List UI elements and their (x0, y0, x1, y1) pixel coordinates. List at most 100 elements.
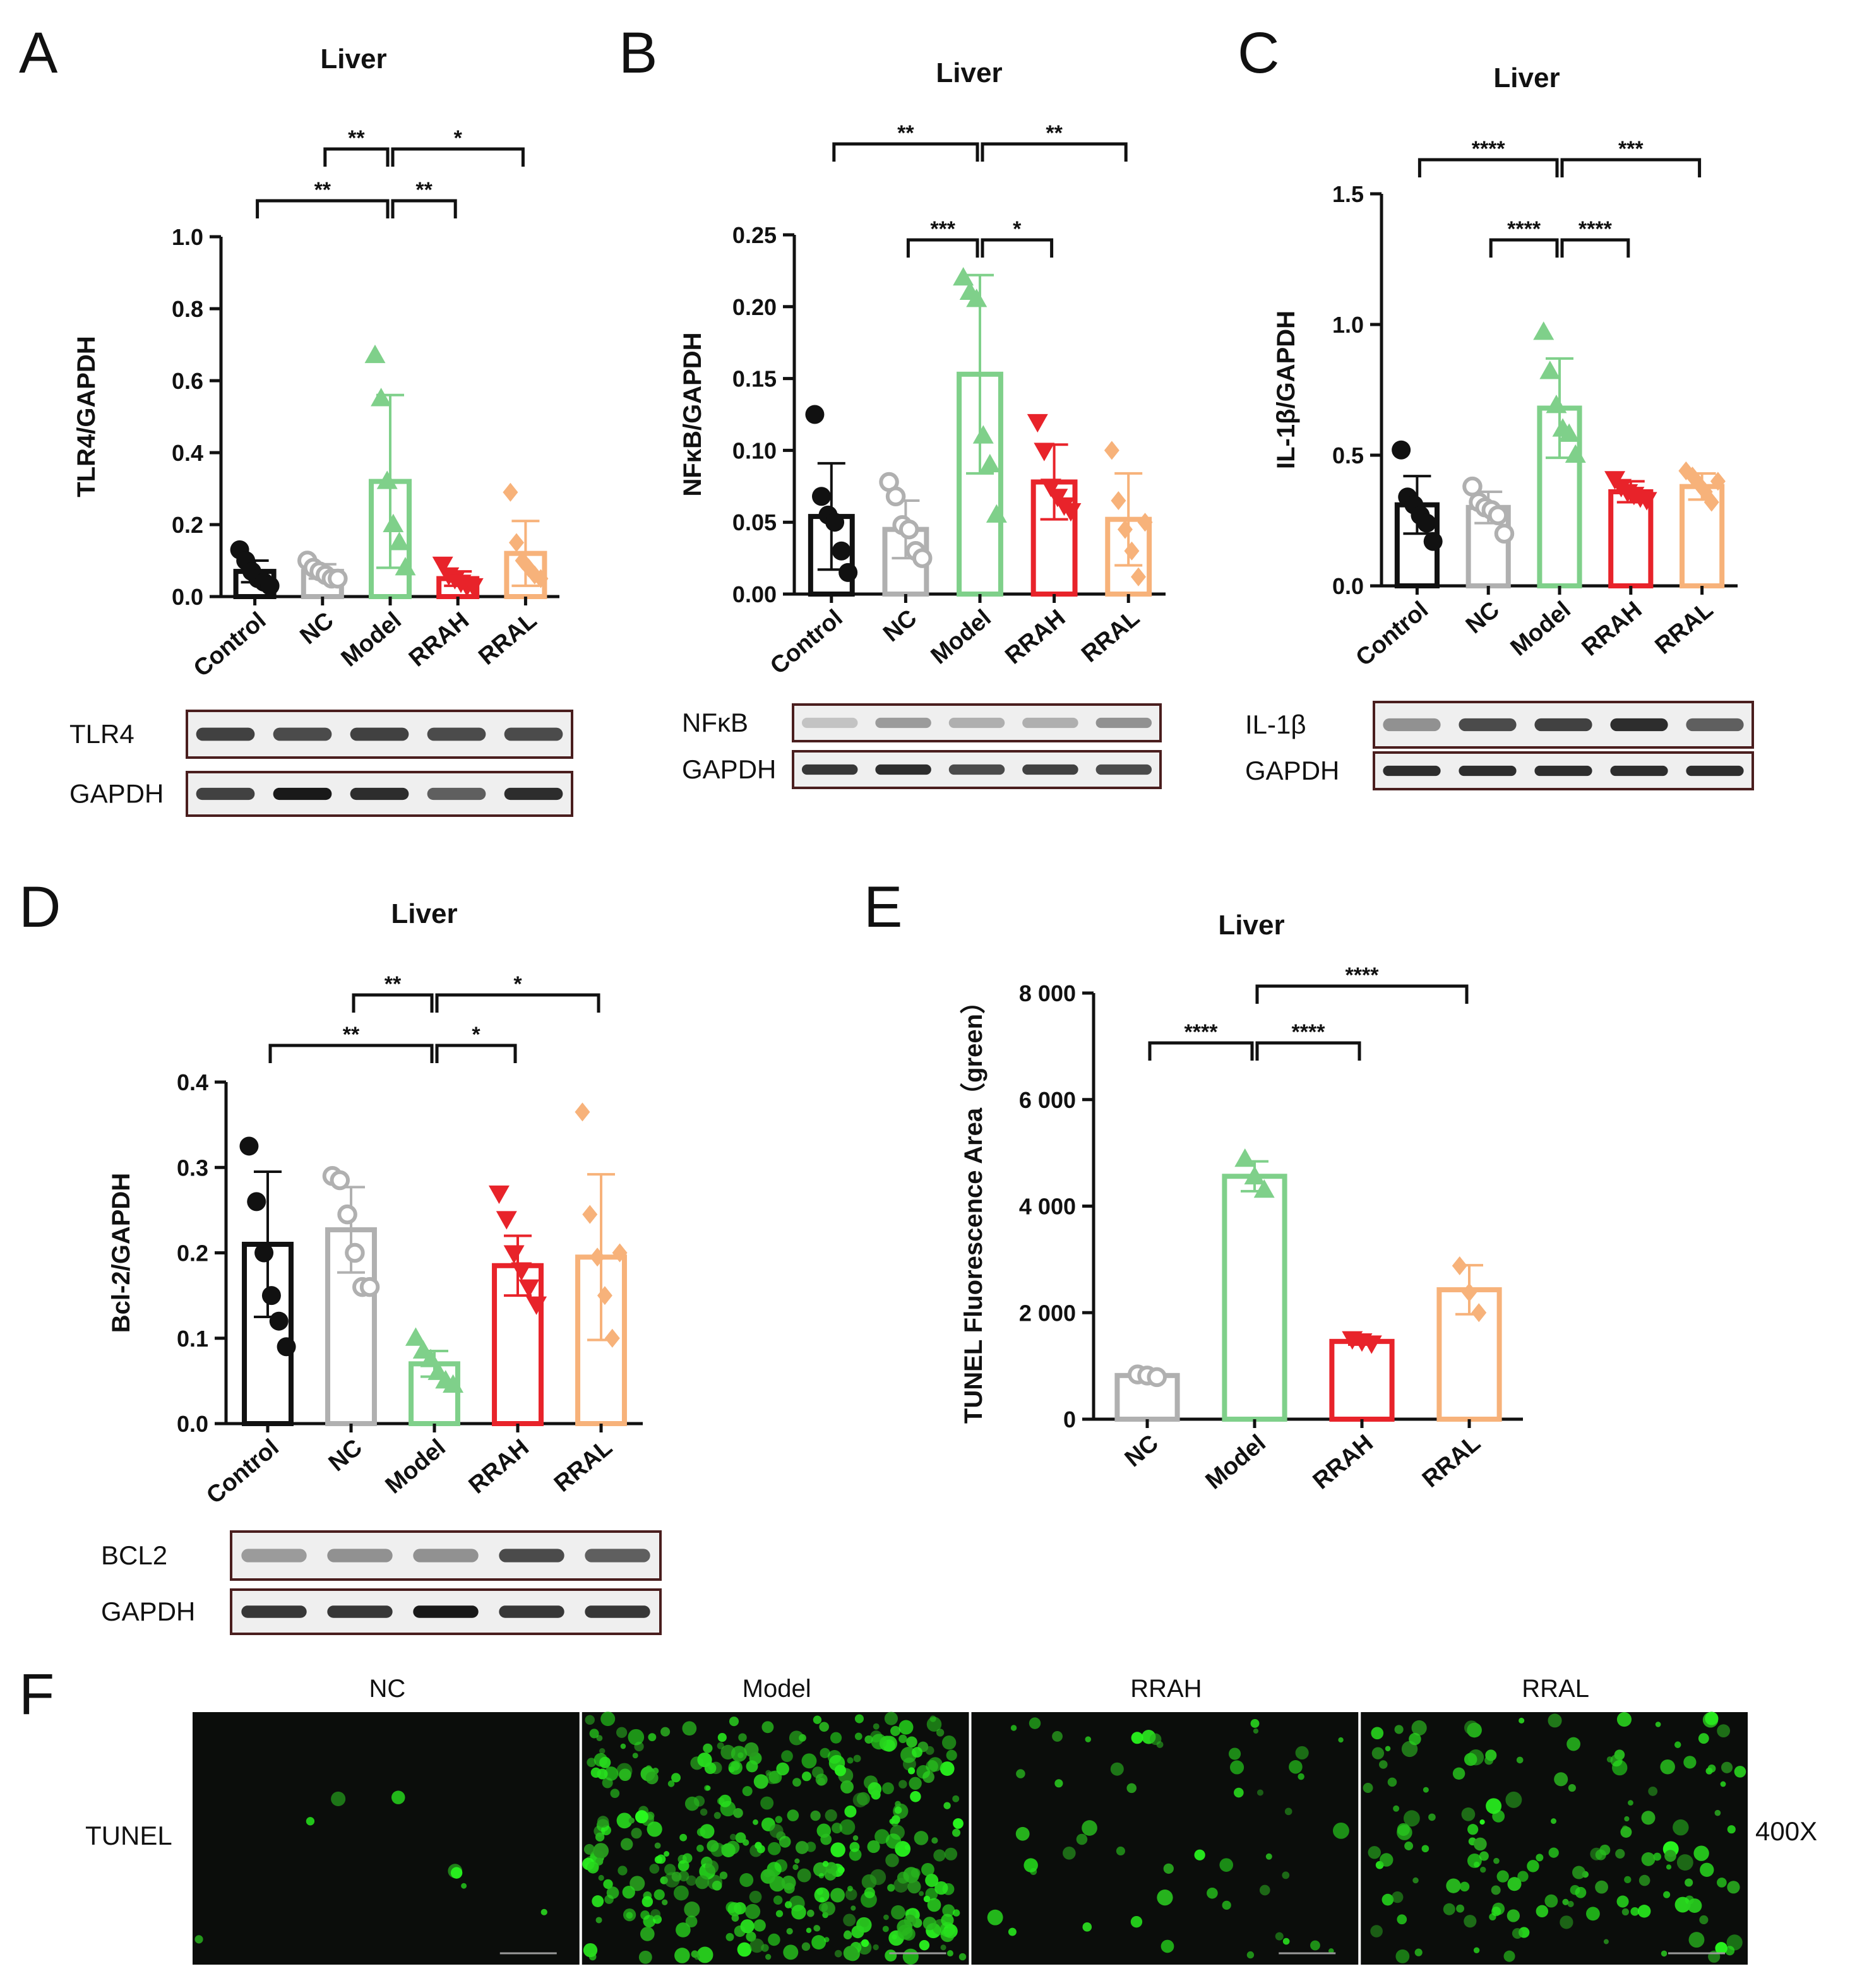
tunel-positive-cell (792, 1864, 799, 1871)
bracket-line (268, 1044, 434, 1063)
panel-letter: B (619, 21, 657, 85)
tunel-positive-cell (1397, 1823, 1410, 1836)
data-point (1704, 492, 1719, 512)
tunel-positive-cell (1705, 1711, 1719, 1725)
tunel-positive-cell (843, 1914, 856, 1927)
data-point (376, 470, 398, 489)
tunel-positive-cell (1637, 1905, 1651, 1918)
bracket-line (435, 993, 600, 1013)
tunel-positive-cell (720, 1801, 736, 1817)
tunel-positive-cell (640, 1927, 655, 1941)
tunel-positive-cell (1230, 1760, 1244, 1775)
tunel-positive-cell (753, 1774, 768, 1789)
data-point (597, 1286, 612, 1306)
data-point (1533, 321, 1555, 340)
tunel-positive-cell (587, 1861, 599, 1874)
data-point (1494, 523, 1515, 544)
tunel-positive-cell (673, 1885, 689, 1901)
tunel-positive-cell (923, 1895, 931, 1903)
data-point (912, 548, 933, 568)
data-point (330, 1170, 350, 1191)
tunel-positive-cell (840, 1780, 854, 1794)
chart-title: Liver (936, 57, 1002, 88)
tunel-positive-cell (306, 1817, 315, 1826)
panel-D: D Liver Bcl-2/GAPDH 0.0 0.1 0.2 0.3 0.4 Control N… (19, 875, 662, 1635)
data-point (395, 557, 416, 576)
blot-band (350, 727, 409, 741)
data-point (1558, 423, 1580, 442)
tunel-positive-cell (941, 1735, 957, 1750)
tunel-positive-cell (1380, 1853, 1393, 1867)
tunel-positive-cell (616, 1763, 633, 1779)
tunel-positive-cell (1614, 1749, 1625, 1760)
panel-letter: E (864, 875, 902, 939)
tunel-positive-cell (1289, 1760, 1303, 1774)
tunel-positive-cell (1721, 1761, 1733, 1773)
tunel-positive-cell (1572, 1866, 1586, 1879)
tunel-positive-cell (1131, 1732, 1143, 1744)
panel-E: E Liver TUNEL Fluorescence Area（green） 0 2 0… (864, 875, 1523, 1494)
tunel-positive-cell (1516, 1756, 1524, 1764)
tunel-positive-cell (1063, 1847, 1076, 1860)
tunel-positive-cell (731, 1914, 739, 1922)
tunel-positive-cell (1567, 1901, 1574, 1907)
tunel-positive-cell (331, 1791, 346, 1806)
tunel-positive-cell (847, 1886, 853, 1891)
significance-bracket: ** (832, 121, 979, 162)
tunel-positive-cell (882, 1926, 889, 1932)
tunel-positive-cell (1110, 1762, 1124, 1776)
tunel-positive-cell (914, 1831, 929, 1845)
panel-A: A Liver TLR4/GAPDH 0.0 0.2 0.4 0.6 0.8 1.0 Contro… (19, 21, 573, 817)
significance-label: *** (1618, 137, 1644, 161)
micrograph-rrah (971, 1712, 1359, 1965)
data-point (328, 568, 348, 589)
western-blot-gapdh: GAPDH (682, 750, 1162, 789)
tunel-positive-cell (811, 1935, 827, 1950)
data-point (832, 541, 851, 561)
y-tick-label: 0.25 (732, 222, 777, 248)
tunel-positive-cell (1698, 1733, 1709, 1744)
blot-label: TLR4 (69, 719, 134, 749)
tunel-positive-cell (1714, 1809, 1721, 1816)
tunel-positive-cell (1536, 1905, 1549, 1918)
tunel-positive-cell (868, 1782, 882, 1796)
tunel-positive-cell (786, 1927, 793, 1935)
data-point (359, 1277, 380, 1297)
data-point (966, 289, 988, 307)
tunel-positive-cell (801, 1753, 817, 1769)
tunel-positive-cell (1157, 1890, 1173, 1906)
data-point (432, 556, 453, 575)
tunel-positive-cell (845, 1888, 857, 1901)
micrograph-background (1361, 1712, 1748, 1965)
tunel-positive-cell (883, 1914, 889, 1920)
tunel-positive-cell (814, 1925, 821, 1932)
tunel-positive-cell (1029, 1717, 1041, 1729)
tunel-positive-cell (450, 1867, 463, 1879)
tunel-positive-cell (1655, 1722, 1661, 1727)
western-blot-bcl2: BCL2 (101, 1530, 662, 1581)
tunel-positive-cell (755, 1842, 762, 1850)
tunel-positive-cell (781, 1750, 793, 1763)
blot-band (413, 1549, 479, 1562)
tunel-positive-cell (461, 1883, 467, 1889)
micrograph-background (971, 1712, 1359, 1965)
tunel-positive-cell (1397, 1914, 1407, 1925)
tunel-positive-cell (660, 1727, 671, 1737)
tunel-positive-cell (1648, 1787, 1658, 1796)
tunel-positive-cell (1638, 1874, 1650, 1886)
data-point (1060, 503, 1082, 522)
tunel-positive-cell (1250, 1719, 1260, 1728)
tunel-positive-cell (1503, 1950, 1515, 1962)
tunel-positive-cell (1616, 1711, 1632, 1727)
tunel-positive-cell (727, 1902, 742, 1917)
tunel-positive-cell (1149, 1733, 1162, 1746)
tunel-positive-cell (1603, 1939, 1609, 1944)
blot-band (948, 764, 1005, 775)
data-point (1546, 395, 1567, 414)
data-point (582, 1205, 598, 1224)
tunel-positive-cell (1222, 1900, 1231, 1910)
significance-label: **** (1578, 217, 1613, 241)
tunel-positive-cell (795, 1841, 809, 1854)
tunel-positive-cell (889, 1818, 895, 1824)
